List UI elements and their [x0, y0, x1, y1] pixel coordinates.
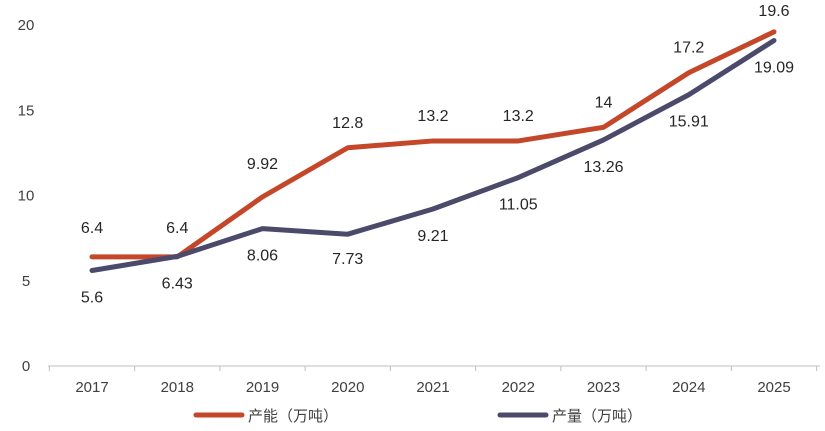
data-label: 13.2 — [503, 108, 534, 125]
y-tick-label: 10 — [18, 188, 35, 205]
data-label: 5.6 — [81, 290, 103, 307]
x-tick-label: 2023 — [587, 379, 620, 396]
x-tick-label: 2021 — [416, 379, 449, 396]
data-label: 9.21 — [417, 228, 448, 245]
x-tick-label: 2019 — [246, 379, 279, 396]
data-label: 19.6 — [758, 3, 789, 20]
x-tick-label: 2018 — [161, 379, 194, 396]
x-tick-label: 2020 — [331, 379, 364, 396]
data-label: 12.8 — [332, 115, 363, 132]
series-line-2 — [89, 38, 777, 274]
series-lines — [89, 29, 777, 274]
series-line-1 — [89, 29, 777, 260]
data-label: 15.91 — [669, 114, 709, 131]
data-label: 6.4 — [81, 220, 103, 237]
data-label: 13.26 — [583, 159, 623, 176]
data-label: 11.05 — [499, 197, 538, 214]
data-label: 6.43 — [162, 275, 193, 292]
legend: 产能（万吨） 产量（万吨） — [193, 408, 642, 425]
x-tick-label: 2024 — [672, 379, 705, 396]
y-tick-label: 0 — [22, 358, 30, 375]
y-tick-label: 20 — [18, 17, 35, 34]
legend-label: 产能（万吨） — [248, 408, 338, 425]
x-tick-label: 2025 — [757, 379, 790, 396]
data-label: 7.73 — [332, 251, 363, 268]
y-tick-label: 5 — [22, 273, 30, 290]
legend-label: 产量（万吨） — [552, 408, 642, 425]
x-tick-label: 2022 — [502, 379, 535, 396]
data-label: 6.4 — [166, 220, 188, 237]
y-tick-label: 15 — [18, 102, 35, 119]
data-labels: 6.4 6.4 9.92 12.8 13.2 13.2 14 17.2 19.6 5.6 6.43 8… — [81, 3, 794, 307]
data-label: 17.2 — [673, 40, 704, 57]
data-label: 19.09 — [754, 60, 794, 77]
data-label: 9.92 — [247, 156, 278, 173]
data-label: 13.2 — [417, 108, 448, 125]
x-tick-label: 2017 — [75, 379, 108, 396]
data-label: 14 — [595, 94, 613, 111]
data-label: 8.06 — [247, 248, 278, 265]
axes: 2017 2018 2019 2020 2021 2022 2023 2024 2025 0 5 10… — [18, 17, 820, 396]
